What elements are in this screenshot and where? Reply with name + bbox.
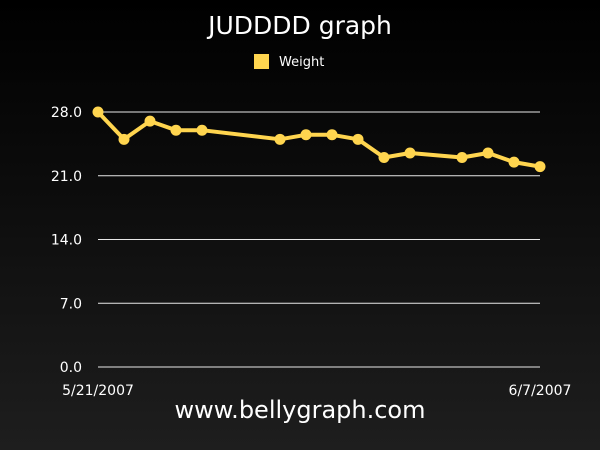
data-point-12 bbox=[482, 147, 494, 159]
y-tick-label: 21.0 bbox=[51, 169, 82, 185]
series-line-weight bbox=[96, 110, 542, 169]
legend-label: Weight bbox=[279, 55, 324, 70]
data-point-2 bbox=[144, 115, 156, 127]
data-point-9 bbox=[378, 152, 390, 164]
y-tick-label: 7.0 bbox=[60, 296, 82, 312]
gridlines bbox=[98, 111, 540, 368]
data-point-4 bbox=[196, 124, 208, 136]
chart-title: JUDDDD graph bbox=[206, 11, 392, 40]
legend: Weight bbox=[254, 54, 324, 70]
data-point-5 bbox=[274, 133, 286, 145]
y-axis-ticks: 0.0 7.0 14.0 21.0 28.0 bbox=[51, 105, 82, 376]
data-points bbox=[92, 106, 546, 173]
data-point-8 bbox=[352, 133, 364, 145]
data-point-1 bbox=[118, 133, 130, 145]
y-tick-label: 28.0 bbox=[51, 105, 82, 121]
y-tick-label: 14.0 bbox=[51, 233, 82, 249]
data-point-3 bbox=[170, 124, 182, 136]
x-tick-end: 6/7/2007 bbox=[509, 383, 572, 399]
data-point-0 bbox=[92, 106, 104, 118]
x-tick-start: 5/21/2007 bbox=[62, 383, 134, 399]
data-point-7 bbox=[326, 129, 338, 141]
legend-swatch bbox=[254, 54, 269, 69]
data-point-13 bbox=[508, 156, 520, 168]
y-tick-label: 0.0 bbox=[60, 360, 82, 376]
data-point-14 bbox=[534, 161, 546, 173]
data-point-6 bbox=[300, 129, 312, 141]
data-point-10 bbox=[404, 147, 416, 159]
data-point-11 bbox=[456, 152, 468, 164]
footer-url: www.bellygraph.com bbox=[175, 396, 426, 424]
